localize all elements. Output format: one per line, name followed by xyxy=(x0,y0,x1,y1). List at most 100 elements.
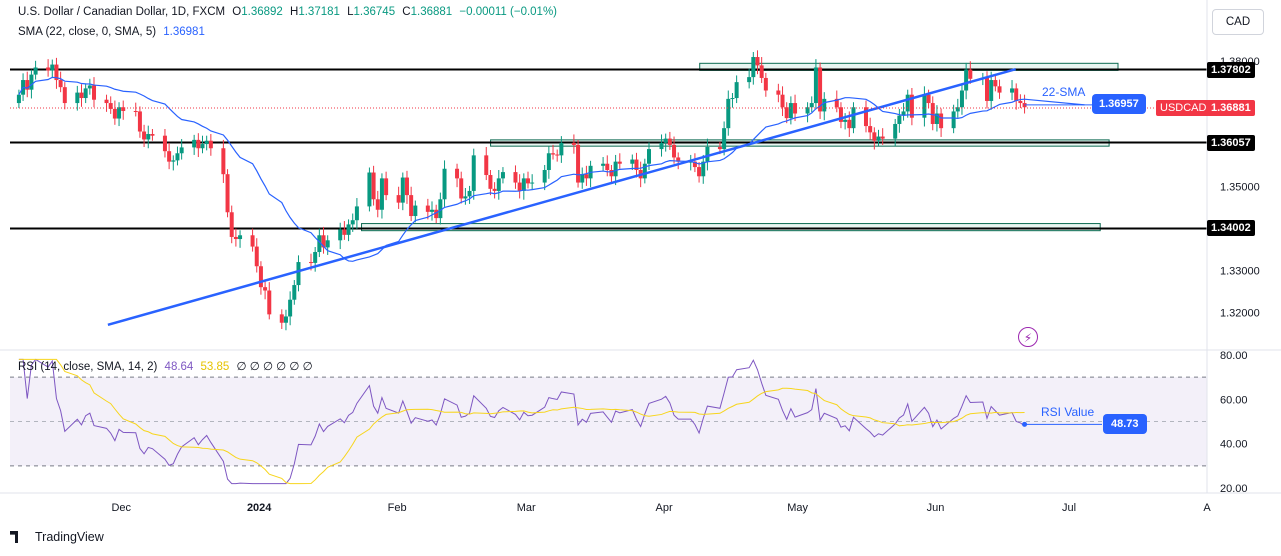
candle-body xyxy=(580,174,585,183)
legend-rsi: RSI (14, close, SMA, 14, 2) 48.64 53.85 … xyxy=(18,359,317,373)
candle-body xyxy=(559,142,564,156)
candle-body xyxy=(171,160,176,162)
candle-body xyxy=(601,163,606,166)
candle-body xyxy=(150,134,155,136)
candle-body xyxy=(605,163,610,171)
rsi-label: RSI (14, close, SMA, 14, 2) xyxy=(18,361,158,373)
sma-value: 1.36981 xyxy=(163,26,205,38)
time-tick-label: May xyxy=(787,502,808,514)
candle-body xyxy=(676,157,681,162)
time-tick-label: Mar xyxy=(517,502,536,514)
candle-body xyxy=(438,199,443,219)
rsi-ma-line xyxy=(18,358,1025,485)
candle-body xyxy=(617,161,622,164)
level-label-1: 1.37802 xyxy=(1207,62,1255,78)
candle-body xyxy=(934,113,939,124)
candle-body xyxy=(250,235,255,247)
candle-body xyxy=(83,88,88,99)
candle-body xyxy=(496,178,501,191)
candle-body xyxy=(400,177,405,203)
candle-body xyxy=(471,155,476,191)
sma-annotation: 22-SMA xyxy=(1042,85,1086,99)
candle-body xyxy=(584,174,589,179)
candle-body xyxy=(488,175,493,189)
candle-body xyxy=(613,161,618,177)
candle-body xyxy=(62,87,67,104)
candle-body xyxy=(92,85,97,100)
low-label: L xyxy=(347,6,354,18)
candle-body xyxy=(672,144,677,158)
rsi-tick-label: 60.00 xyxy=(1220,394,1248,406)
candle-body xyxy=(233,236,238,240)
candle-body xyxy=(697,167,702,177)
open-label: O xyxy=(232,6,242,18)
low-value: 1.36745 xyxy=(353,6,396,18)
candle-body xyxy=(630,159,635,164)
candle-body xyxy=(221,148,226,175)
candle-body xyxy=(142,131,147,140)
candle-body xyxy=(33,67,38,75)
candle-body xyxy=(951,111,956,129)
candle-body xyxy=(780,94,785,108)
candle-body xyxy=(959,90,964,108)
rsi-value: 48.64 xyxy=(164,361,194,373)
candle-body xyxy=(730,98,735,100)
rsi-ma-value: 53.85 xyxy=(200,361,230,373)
candle-body xyxy=(609,170,614,177)
candle-body xyxy=(338,229,343,241)
candle-body xyxy=(659,142,664,150)
candle-body xyxy=(283,316,288,323)
candle-body xyxy=(87,85,92,89)
candle-body xyxy=(50,64,55,71)
sma-label: SMA (22, close, 0, SMA, 5) xyxy=(18,26,157,38)
candle-body xyxy=(863,107,868,127)
candle-body xyxy=(968,69,973,79)
candle-body xyxy=(834,98,839,108)
candle-body xyxy=(133,111,138,113)
candle-body xyxy=(313,252,318,263)
candle-body xyxy=(542,170,547,183)
price-tick-label: 1.32000 xyxy=(1220,307,1260,319)
rsi-annotation: RSI Value xyxy=(1041,405,1095,419)
candle-body xyxy=(880,136,885,139)
candle-body xyxy=(500,172,505,179)
rsi-tag: 48.73 xyxy=(1103,414,1147,434)
candle-body xyxy=(667,138,672,145)
candle-body xyxy=(726,98,731,129)
brand-name: TradingView xyxy=(35,530,104,544)
candle-body xyxy=(926,94,931,104)
candle-body xyxy=(346,224,351,235)
rsi-tick-label: 40.00 xyxy=(1220,439,1248,451)
candle-body xyxy=(642,163,647,179)
candle-body xyxy=(167,151,172,162)
candle-body xyxy=(146,134,151,140)
candle-body xyxy=(546,153,551,171)
candle-body xyxy=(513,172,518,183)
candle-body xyxy=(705,146,710,162)
candle-body xyxy=(1014,88,1019,101)
currency-button[interactable]: CAD xyxy=(1212,9,1264,35)
candle-body xyxy=(722,128,727,150)
symbol-tag: USDCAD xyxy=(1156,100,1211,116)
time-tick-label: Apr xyxy=(656,502,673,514)
candle-body xyxy=(413,205,418,217)
trendline xyxy=(107,67,1016,327)
candle-body xyxy=(484,155,489,176)
axes: 1.380001.350001.330001.32000Dec2024FebMa… xyxy=(0,0,1281,514)
lightning-icon[interactable]: ⚡ xyxy=(1018,327,1038,347)
candle-body xyxy=(688,161,693,163)
candle-body xyxy=(375,199,380,210)
candle-body xyxy=(993,80,998,87)
candle-body xyxy=(525,178,530,184)
candle-body xyxy=(463,196,468,199)
candle-body xyxy=(822,98,827,112)
candle-body xyxy=(763,77,768,91)
candle-body xyxy=(308,262,313,264)
brand-logo[interactable]: TradingView xyxy=(10,530,104,544)
candle-body xyxy=(755,57,760,66)
change-value: −0.00011 (−0.01%) xyxy=(459,6,558,18)
candle-body xyxy=(571,142,576,145)
candle-body xyxy=(784,107,789,119)
level-label-2: 1.36057 xyxy=(1207,135,1255,151)
